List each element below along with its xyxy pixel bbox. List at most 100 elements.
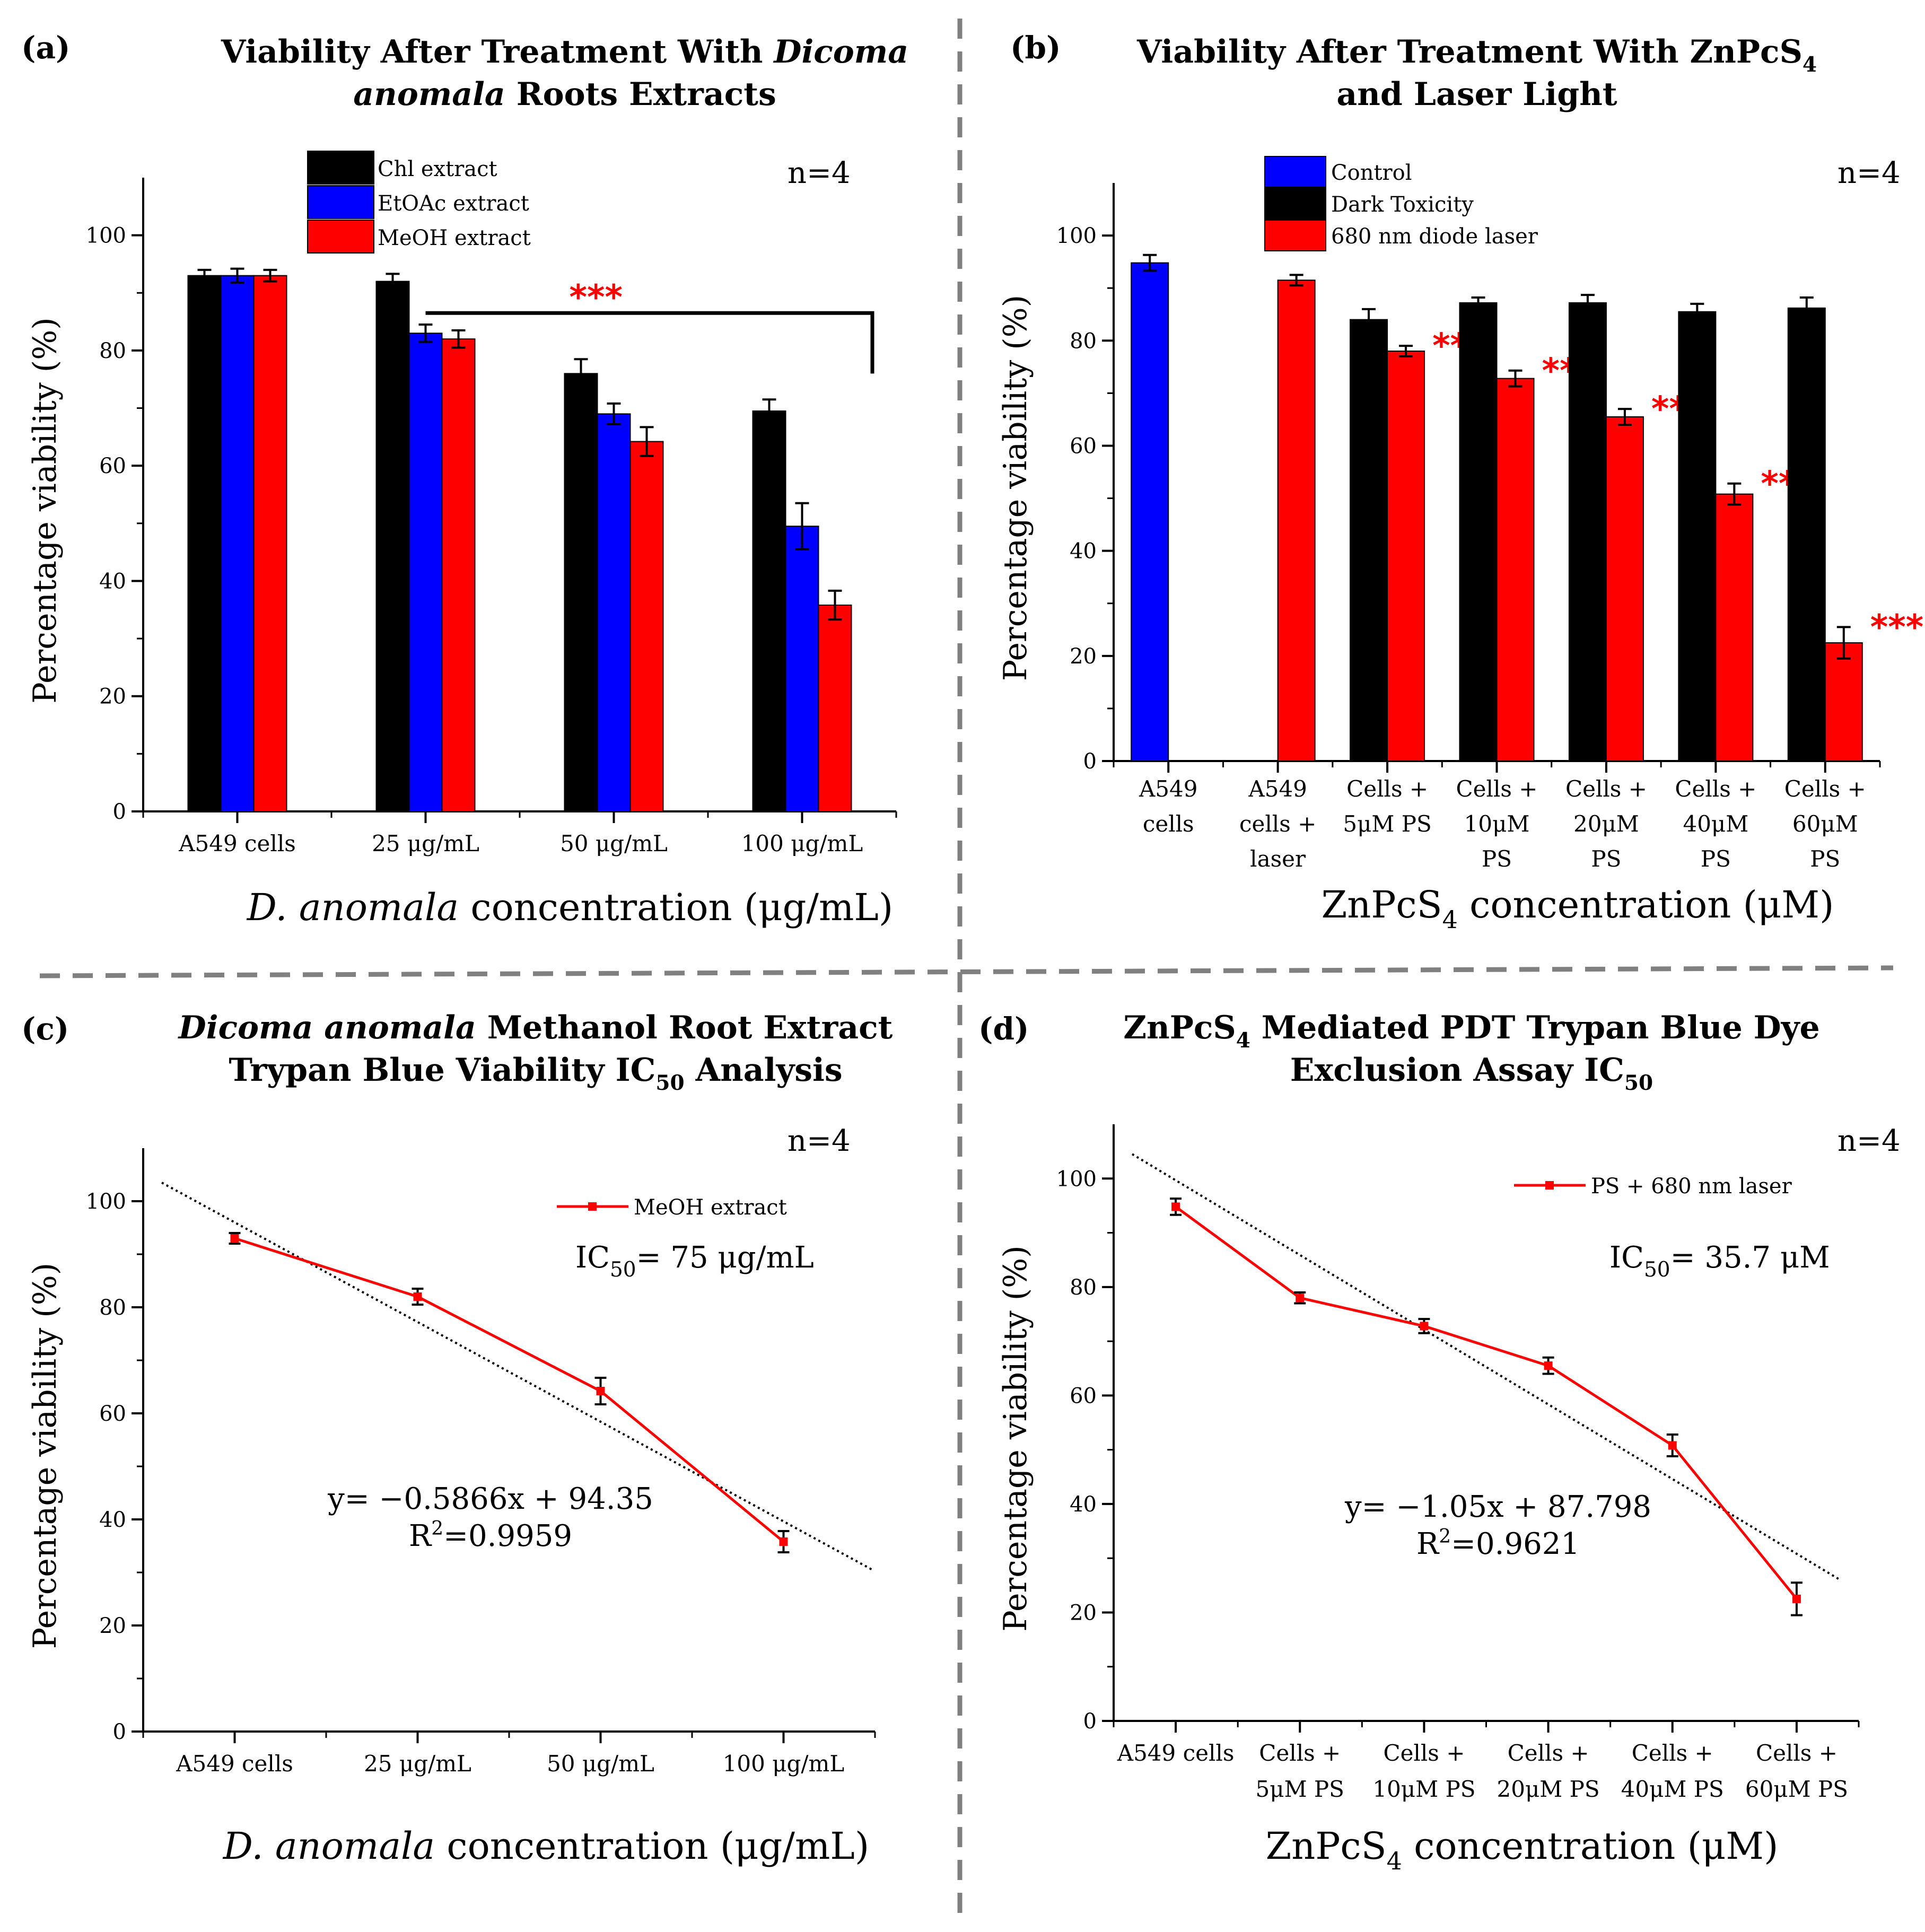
panel-b: (b) Viability After Treatment With ZnPcS4… (997, 30, 1923, 934)
panel-a-bar (253, 275, 287, 812)
panel-b-category-label: Cells + (1346, 776, 1428, 802)
panel-b-bar (1459, 302, 1498, 762)
panel-b-category-label: cells + (1239, 811, 1316, 837)
panel-a-n-label: n=4 (788, 156, 851, 190)
panel-c-title-run: Trypan Blue Viability IC (229, 1052, 655, 1089)
panel-c-legend-label: MeOH extract (634, 1195, 787, 1220)
panel-b-title: and Laser Light (1336, 76, 1617, 113)
panel-d-data-point (1296, 1293, 1305, 1302)
panel-d-r-squared-run: R (1416, 1527, 1440, 1561)
panel-a-bar (187, 275, 222, 812)
panel-a-y-label: Percentage viability (%) (27, 317, 64, 703)
panel-b-bar (1787, 307, 1826, 762)
panel-d-x-label-run: concentration (μM) (1402, 1824, 1779, 1868)
panel-d-category-label: Cells + (1756, 1740, 1838, 1766)
panel-b-legend-label: 680 nm diode laser (1331, 224, 1538, 249)
panel-c-data-point (413, 1292, 422, 1301)
panel-a-legend-swatch (307, 220, 374, 253)
panel-b-bar (1387, 351, 1425, 762)
divider-horizontal (39, 965, 1894, 978)
panel-d-legend-marker (1545, 1181, 1554, 1190)
panel-d-category-label: 40μM PS (1621, 1776, 1724, 1802)
panel-d-category-label: 5μM PS (1256, 1776, 1344, 1802)
panel-c-y-tick-label: 0 (113, 1720, 126, 1744)
panel-d-title-run: Exclusion Assay IC (1290, 1052, 1624, 1089)
panel-c-title: Trypan Blue Viability IC50 Analysis (229, 1052, 842, 1095)
panel-c-letter: (c) (21, 1011, 69, 1047)
panel-b-x-label: ZnPcS4 concentration (μM) (1322, 883, 1834, 934)
panel-d-r-squared-run: =0.9621 (1451, 1527, 1580, 1561)
panel-c-title-run: 50 (655, 1071, 684, 1095)
panel-a-title-run: anomala (353, 76, 505, 113)
panel-b-bar (1277, 279, 1316, 762)
panel-d-r-squared-run: 2 (1439, 1526, 1451, 1548)
panel-b-category-label: 40μM (1683, 811, 1748, 837)
panel-d-title-run: 50 (1624, 1071, 1653, 1095)
panel-c-x-label-run: D. anomala (222, 1824, 435, 1868)
panel-d-data-point (1668, 1441, 1677, 1450)
panel-d-y-label: Percentage viability (%) (997, 1245, 1034, 1631)
panel-a-category-label: 50 μg/mL (560, 831, 668, 856)
panel-d-category-label: Cells + (1383, 1740, 1465, 1766)
panel-d-title-run: Mediated PDT Trypan Blue Dye (1250, 1009, 1820, 1046)
panel-d: (d) ZnPcS4 Mediated PDT Trypan Blue DyeEx… (978, 1009, 1901, 1875)
panel-a-legend-swatch (307, 151, 374, 185)
panel-d-ic50-label-run: = 35.7 μM (1670, 1240, 1830, 1275)
panel-b-category-label: Cells + (1456, 776, 1538, 802)
panel-a-y-tick-label: 20 (99, 685, 126, 709)
panel-b-category-label: 60μM (1792, 811, 1858, 837)
panel-d-y-tick-label: 40 (1070, 1492, 1097, 1517)
panel-a-title: Viability After Treatment With Dicoma (221, 33, 908, 71)
panel-d-category-label: 10μM PS (1372, 1776, 1475, 1802)
panel-c: (c) Dicoma anomala Methanol Root Extract T… (21, 1009, 893, 1868)
panel-a-y-tick-label: 100 (86, 224, 126, 248)
panel-b-category-label: Cells + (1675, 776, 1756, 802)
panel-d-title: Exclusion Assay IC50 (1290, 1052, 1653, 1095)
panel-d-y-tick-label: 100 (1056, 1167, 1097, 1191)
panel-d-data-point (1544, 1361, 1553, 1370)
panel-b-y-tick-label: 60 (1070, 434, 1097, 458)
panel-c-y-tick-label: 100 (86, 1190, 126, 1214)
panel-c-r-squared-run: =0.9959 (443, 1519, 572, 1553)
panel-a-bar (785, 526, 819, 812)
panel-b-bar (1350, 319, 1388, 762)
panel-b-category-label: Cells + (1565, 776, 1647, 802)
panel-a-legend-label: EtOAc extract (378, 191, 529, 216)
panel-b-category-label: 20μM (1573, 811, 1639, 837)
panel-a-title-run: Dicoma (773, 33, 908, 71)
panel-d-category-label: Cells + (1259, 1740, 1341, 1766)
panel-a-title-run: Roots Extracts (505, 76, 776, 113)
panel-d-category-label: A549 cells (1117, 1740, 1235, 1766)
panel-b-y-tick-label: 40 (1070, 539, 1097, 564)
panel-b-letter: (b) (1010, 30, 1061, 66)
panel-d-data-point (1420, 1322, 1429, 1331)
panel-b-y-tick-label: 20 (1070, 644, 1097, 669)
panel-a-bar (441, 338, 476, 812)
panel-b-y-tick-label: 0 (1083, 749, 1097, 774)
panel-a: (a) Viability After Treatment With Dicoma… (21, 30, 908, 929)
panel-b-y-label: Percentage viability (%) (997, 295, 1034, 681)
panel-a-title: anomala Roots Extracts (353, 76, 776, 113)
panel-b-bar (1605, 416, 1644, 762)
panel-d-category-label: 60μM PS (1745, 1776, 1848, 1802)
panel-c-category-label: 100 μg/mL (723, 1751, 845, 1777)
panel-c-ic50-label-run: = 75 μg/mL (636, 1240, 814, 1275)
panel-d-title-run: ZnPcS (1123, 1009, 1236, 1046)
panel-b-legend-label: Control (1331, 161, 1412, 185)
panel-a-bar (408, 333, 443, 812)
panel-b-legend-swatch (1264, 156, 1326, 188)
panel-b-category-label: Cells + (1784, 776, 1866, 802)
panel-a-bar (818, 605, 852, 812)
panel-c-x-label-run: concentration (μg/mL) (435, 1824, 869, 1868)
panel-a-y-tick-label: 80 (99, 339, 126, 363)
panel-a-legend-swatch (307, 185, 374, 219)
panel-c-x-label: D. anomala concentration (μg/mL) (222, 1824, 869, 1868)
panel-c-title-run: Analysis (685, 1052, 843, 1089)
panel-d-y-tick-label: 60 (1070, 1384, 1097, 1408)
panel-b-y-tick-label: 80 (1070, 329, 1097, 353)
panel-a-category-label: A549 cells (178, 831, 296, 856)
panel-b-bar (1131, 262, 1169, 762)
panel-d-series-line (1175, 1205, 1798, 1600)
panel-c-category-label: 50 μg/mL (547, 1751, 654, 1777)
